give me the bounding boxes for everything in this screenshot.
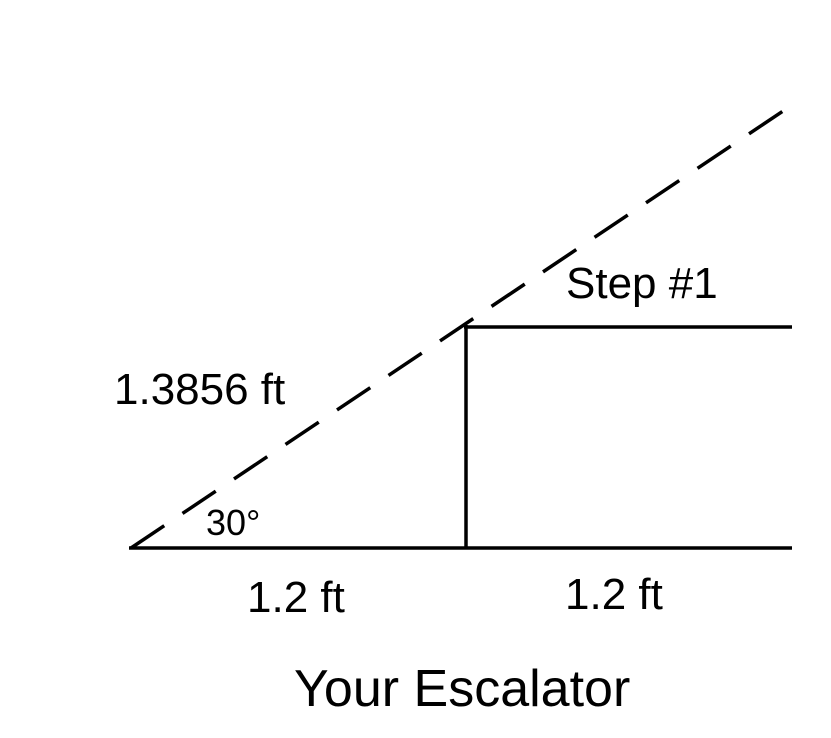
step-label: Step #1: [566, 259, 718, 308]
diagram-title: Your Escalator: [294, 660, 631, 718]
incline-dashed-line: [130, 103, 793, 550]
angle-label: 30°: [206, 502, 261, 543]
left-run-length-label: 1.2 ft: [247, 573, 345, 622]
right-run-length-label: 1.2 ft: [565, 570, 663, 619]
hypotenuse-length-label: 1.3856 ft: [114, 365, 286, 414]
